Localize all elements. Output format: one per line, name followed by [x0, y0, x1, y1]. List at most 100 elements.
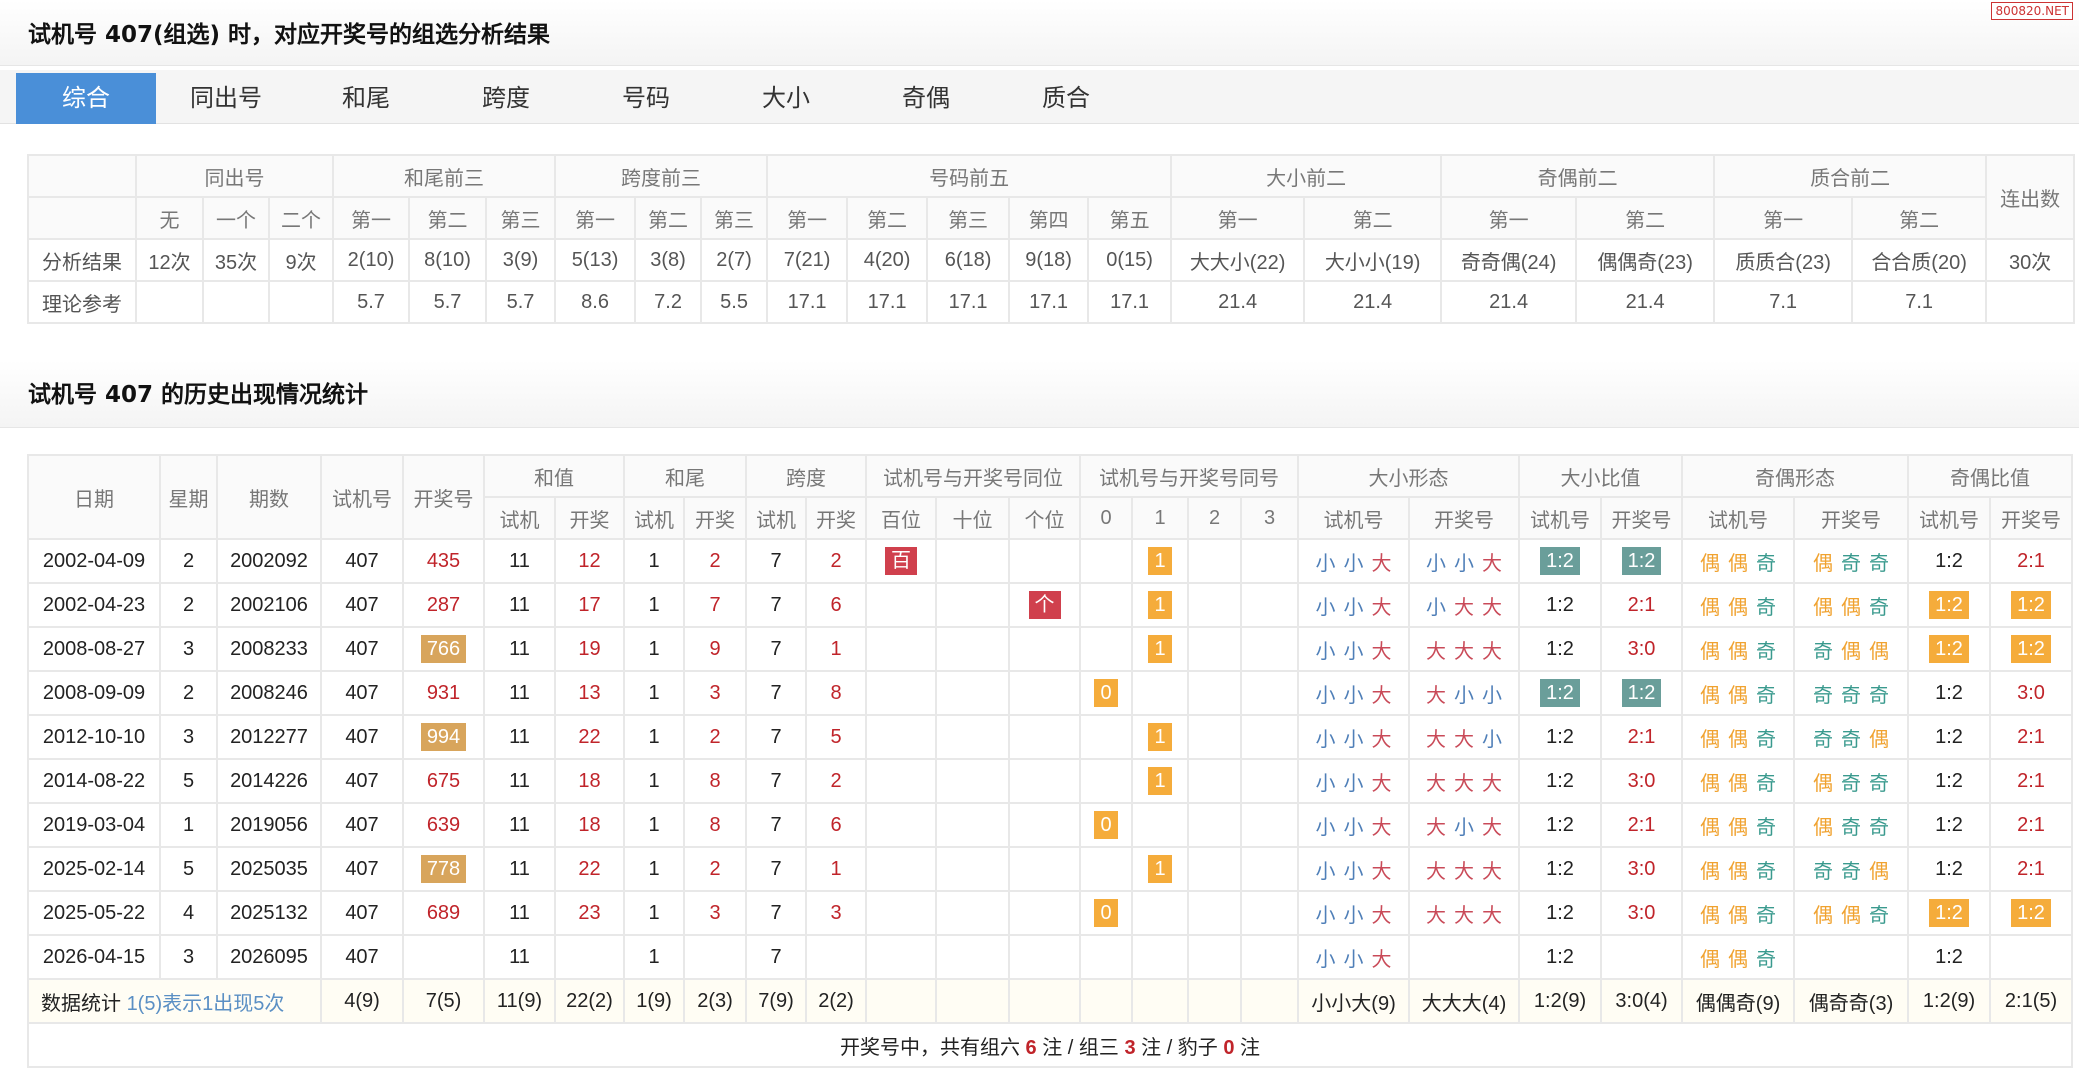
pattern-text: 小小大 [1308, 547, 1400, 576]
summary-cell: 9(18) [1008, 238, 1090, 282]
span-trial-cell: 7 [745, 670, 807, 716]
big-small-ratio-draw-cell: 1:2 [1600, 670, 1684, 716]
history-row[interactable]: 2012-10-10 3 2012277 407 994 11 22 1 2 7 5 1 小小大 大大小 1… [27, 714, 2074, 760]
same-position-cell [935, 670, 1010, 716]
summary-cell: 偶偶奇(23) [1575, 238, 1716, 282]
pattern-text: 奇奇偶 [1805, 723, 1897, 752]
trial-number-cell: 407 [320, 670, 404, 716]
tab-6[interactable]: 奇偶 [902, 84, 950, 112]
history-row[interactable]: 2002-04-23 2 2002106 407 287 11 17 1 7 7 6 个 1 小小大 小大大… [27, 582, 2074, 628]
history-sub-header: 开奖号 [1408, 496, 1521, 540]
history-row[interactable]: 2002-04-09 2 2002092 407 435 11 12 1 2 7 2 百 1 小小大 小小大… [27, 538, 2074, 584]
stats-cell [1131, 978, 1190, 1024]
summary-cell: 5.7 [485, 280, 557, 324]
odd-even-trial-cell: 偶偶奇 [1681, 802, 1796, 848]
ratio-badge: 1:2 [1540, 547, 1580, 575]
history-row[interactable]: 2008-09-09 2 2008246 407 931 11 13 1 3 7 8 0 小小大 大小小 1… [27, 670, 2074, 716]
same-number-cell [1240, 670, 1300, 716]
same-position-cell [865, 582, 937, 628]
span-draw-cell: 8 [805, 670, 867, 716]
same-number-cell [1131, 802, 1190, 848]
same-number-cell [1240, 846, 1300, 892]
span-trial-cell: 7 [745, 802, 807, 848]
same-number-cell [1187, 538, 1243, 584]
footer-text: 注 / 组三 [1036, 1036, 1125, 1059]
tail-trial-cell: 1 [623, 582, 685, 628]
big-small-trial-cell: 小小大 [1297, 802, 1411, 848]
same-number-cell [1240, 538, 1300, 584]
tab-2[interactable]: 和尾 [342, 84, 390, 112]
history-row[interactable]: 2025-05-22 4 2025132 407 689 11 23 1 3 7 3 0 小小大 大大大 1… [27, 890, 2074, 936]
summary-sub-header-row: 无一个 二个 第一 第二 第三 第一 第二 第三 第一 第二 第三 第四 第五 第一 第二 第一 第二 第一 第二 [27, 196, 2074, 240]
sum-trial-cell: 11 [483, 758, 556, 804]
summary-cell: 大小小(19) [1303, 238, 1443, 282]
history-sub-header: 2 [1187, 496, 1243, 540]
big-small-ratio-trial-cell: 1:2 [1518, 758, 1603, 804]
history-sub-header: 百位 [865, 496, 937, 540]
history-sub-header: 试机 [623, 496, 685, 540]
big-small-ratio-trial-cell: 1:2 [1518, 802, 1603, 848]
same-position-cell [935, 758, 1010, 804]
summary-cell: 30次 [1985, 238, 2076, 282]
sum-draw-cell: 23 [554, 890, 625, 936]
same-number-cell [1079, 846, 1134, 892]
stats-cell: 7(9) [745, 978, 807, 1024]
same-position-cell [865, 890, 937, 936]
tab-7[interactable]: 质合 [1042, 84, 1090, 112]
same-position-cell [935, 714, 1010, 760]
history-group-header: 大小比值 [1518, 454, 1684, 498]
history-sub-header: 试机 [483, 496, 556, 540]
pattern-text: 小大大 [1418, 591, 1510, 620]
tab-1[interactable]: 同出号 [190, 84, 262, 112]
same-position-cell [935, 890, 1010, 936]
summary-sub-header [27, 196, 137, 240]
tab-3[interactable]: 跨度 [482, 84, 530, 112]
same-position-cell [865, 758, 937, 804]
history-sub-header: 开奖 [683, 496, 747, 540]
big-small-trial-cell: 小小大 [1297, 538, 1411, 584]
history-row[interactable]: 2014-08-22 5 2014226 407 675 11 18 1 8 7 2 1 小小大 大大大 1… [27, 758, 2074, 804]
trial-number-cell: 407 [320, 582, 404, 628]
summary-cell: 35次 [202, 238, 270, 282]
summary-sub-header: 第三 [485, 196, 557, 240]
same-number-cell: 0 [1079, 802, 1134, 848]
big-small-ratio-draw-cell: 3:0 [1600, 758, 1684, 804]
trial-number-cell: 407 [320, 626, 404, 672]
history-row[interactable]: 2026-04-15 3 2026095 407 11 1 7 小小大 1:2 偶偶奇 1:2 [27, 934, 2074, 980]
trial-number-cell: 407 [320, 758, 404, 804]
odd-even-ratio-draw-cell: 2:1 [1989, 846, 2074, 892]
tail-draw-cell: 9 [683, 626, 747, 672]
ratio-badge: 1:2 [1929, 591, 1969, 619]
sum-draw-cell: 12 [554, 538, 625, 584]
history-row[interactable]: 2019-03-04 1 2019056 407 639 11 18 1 8 7 6 0 小小大 大小大 1… [27, 802, 2074, 848]
summary-cell: 5.5 [700, 280, 769, 324]
span-draw-cell: 1 [805, 626, 867, 672]
stats-cell: 11(9) [483, 978, 556, 1024]
draw-number-badge: 766 [420, 635, 467, 663]
history-row[interactable]: 2008-08-27 3 2008233 407 766 11 19 1 9 7 1 1 小小大 大大大 1… [27, 626, 2074, 672]
same-number-cell [1240, 802, 1300, 848]
tab-4[interactable]: 号码 [622, 84, 670, 112]
summary-sub-header: 第三 [700, 196, 769, 240]
history-row[interactable]: 2025-02-14 5 2025035 407 778 11 22 1 2 7 1 1 小小大 大大大 1… [27, 846, 2074, 892]
tail-draw-cell: 3 [683, 670, 747, 716]
big-small-ratio-trial-cell: 1:2 [1518, 670, 1603, 716]
draw-number-cell: 435 [402, 538, 485, 584]
same-position-cell [1007, 890, 1082, 936]
trial-number-cell: 407 [320, 802, 404, 848]
big-small-draw-cell: 大大大 [1408, 626, 1521, 672]
date-cell: 2026-04-15 [27, 934, 161, 980]
same-number-cell: 1 [1131, 714, 1190, 760]
weekday-cell: 3 [159, 934, 218, 980]
tab-0[interactable]: 综合 [16, 73, 156, 124]
span-trial-cell: 7 [745, 582, 807, 628]
summary-cell: 0(15) [1087, 238, 1173, 282]
summary-cell: 17.1 [766, 280, 849, 324]
same-number-cell [1079, 582, 1134, 628]
tab-5[interactable]: 大小 [762, 84, 810, 112]
same-position-badge: 百 [885, 547, 917, 575]
summary-cell: 21.4 [1440, 280, 1578, 324]
same-number-cell [1079, 538, 1134, 584]
summary-cell: 2(7) [700, 238, 769, 282]
summary-cell: 7.1 [1713, 280, 1854, 324]
